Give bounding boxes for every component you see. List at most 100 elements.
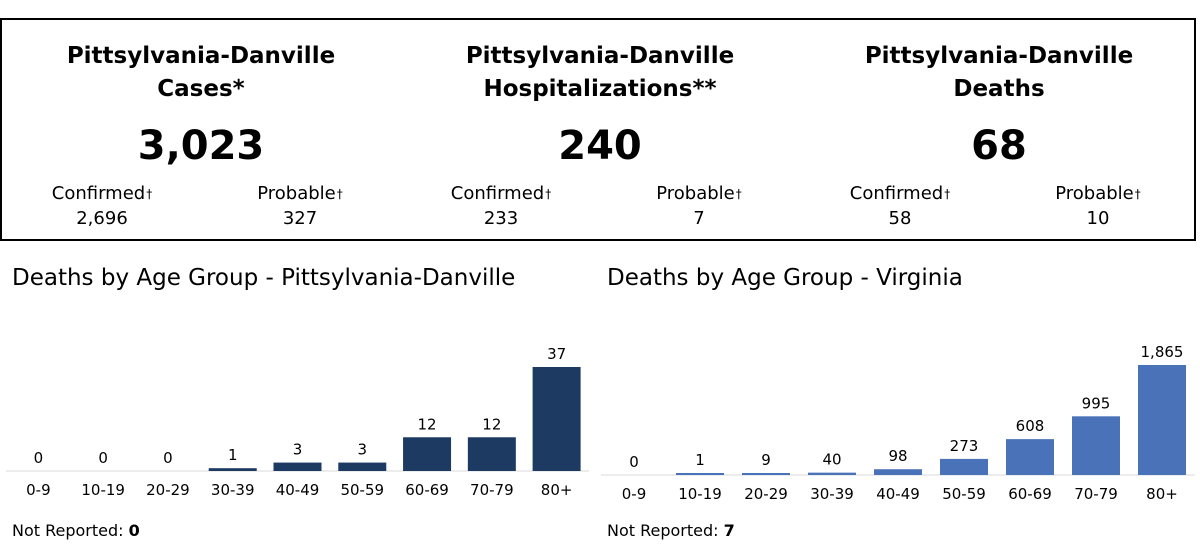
- deaths-confirmed: Confirmed† 58: [800, 182, 1000, 232]
- local-value-label-0-9: 0: [34, 449, 44, 467]
- local-chart-title: Deaths by Age Group - Pittsylvania-Danvi…: [12, 265, 516, 291]
- deaths-probable-label: Probable: [1055, 183, 1134, 204]
- hospitalizations-panel: Pittsylvania-Danville Hospitalizations**…: [401, 20, 799, 239]
- local-value-label-80+: 37: [547, 345, 566, 363]
- deaths-title-line1: Pittsylvania-Danville: [864, 43, 1134, 69]
- virginia-category-label-30-39: 30-39: [810, 485, 854, 503]
- cases-confirmed-label: Confirmed: [51, 183, 146, 204]
- summary-box: Pittsylvania-Danville Cases* 3,023 Confi…: [0, 18, 1196, 241]
- virginia-category-label-0-9: 0-9: [622, 485, 647, 503]
- local-category-label-50-59: 50-59: [340, 481, 384, 499]
- cases-confirmed: Confirmed† 2,696: [2, 182, 202, 232]
- cases-title-line1: Pittsylvania-Danville: [66, 43, 336, 69]
- local-category-label-40-49: 40-49: [276, 481, 320, 499]
- virginia-bar-80+: [1138, 365, 1186, 475]
- hospitalizations-probable-value: 7: [693, 208, 705, 229]
- local-bar-80+: [532, 367, 581, 471]
- virginia-value-label-50-59: 273: [950, 437, 979, 455]
- cases-title: Pittsylvania-Danville Cases*: [2, 40, 400, 106]
- local-category-label-0-9: 0-9: [26, 481, 51, 499]
- virginia-not-reported: Not Reported: 7: [607, 520, 735, 542]
- local-bar-60-69: [403, 437, 452, 471]
- virginia-bar-30-39: [808, 472, 856, 475]
- deaths-probable-value: 10: [1086, 208, 1110, 229]
- local-bar-70-79: [467, 437, 516, 471]
- local-category-label-80+: 80+: [541, 481, 573, 499]
- local-category-label-10-19: 10-19: [81, 481, 125, 499]
- deaths-title: Pittsylvania-Danville Deaths: [800, 40, 1198, 106]
- virginia-value-label-30-39: 40: [822, 451, 841, 469]
- virginia-chart-title: Deaths by Age Group - Virginia: [607, 265, 963, 291]
- hospitalizations-title-line1: Pittsylvania-Danville: [465, 43, 735, 69]
- virginia-category-label-40-49: 40-49: [876, 485, 920, 503]
- local-value-label-30-39: 1: [228, 446, 238, 464]
- virginia-not-reported-value: 7: [723, 521, 735, 540]
- local-category-label-70-79: 70-79: [470, 481, 514, 499]
- virginia-bar-60-69: [1006, 439, 1054, 475]
- dagger-mark: †: [336, 187, 343, 201]
- hospitalizations-total: 240: [558, 123, 642, 169]
- dagger-mark: †: [944, 187, 951, 201]
- dagger-mark: †: [146, 187, 153, 201]
- local-category-label-30-39: 30-39: [211, 481, 255, 499]
- deaths-title-line2: Deaths: [953, 76, 1045, 102]
- virginia-value-label-80+: 1,865: [1141, 343, 1184, 361]
- hospitalizations-title: Pittsylvania-Danville Hospitalizations**: [401, 40, 799, 106]
- virginia-category-label-70-79: 70-79: [1074, 485, 1118, 503]
- local-not-reported-value: 0: [128, 521, 140, 540]
- virginia-category-label-10-19: 10-19: [678, 485, 722, 503]
- virginia-value-label-70-79: 995: [1082, 394, 1111, 412]
- local-not-reported-label: Not Reported:: [12, 521, 124, 540]
- hospitalizations-probable-label: Probable: [656, 183, 735, 204]
- cases-probable-label: Probable: [257, 183, 336, 204]
- hospitalizations-probable: Probable† 7: [599, 182, 799, 232]
- local-value-label-20-29: 0: [163, 449, 173, 467]
- dagger-mark: †: [735, 187, 742, 201]
- cases-probable-value: 327: [282, 208, 318, 229]
- local-bar-40-49: [273, 462, 322, 471]
- hospitalizations-confirmed-label: Confirmed: [450, 183, 545, 204]
- local-value-label-60-69: 12: [418, 415, 437, 433]
- local-not-reported: Not Reported: 0: [12, 520, 140, 542]
- deaths-total: 68: [971, 123, 1027, 169]
- dagger-mark: †: [1134, 187, 1141, 201]
- local-bar-50-59: [338, 462, 387, 471]
- virginia-bar-70-79: [1072, 416, 1120, 475]
- virginia-category-label-80+: 80+: [1146, 485, 1178, 503]
- cases-title-line2: Cases*: [157, 76, 245, 102]
- cases-panel: Pittsylvania-Danville Cases* 3,023 Confi…: [2, 20, 400, 239]
- deaths-confirmed-label: Confirmed: [849, 183, 944, 204]
- local-bar-30-39: [208, 468, 257, 471]
- virginia-bar-10-19: [676, 473, 724, 475]
- cases-confirmed-value: 2,696: [76, 208, 128, 229]
- local-value-label-50-59: 3: [358, 441, 368, 459]
- local-value-label-40-49: 3: [293, 441, 303, 459]
- virginia-bar-50-59: [940, 458, 988, 475]
- virginia-value-label-40-49: 98: [888, 447, 907, 465]
- dagger-mark: †: [545, 187, 552, 201]
- local-value-label-70-79: 12: [482, 415, 501, 433]
- local-category-label-20-29: 20-29: [146, 481, 190, 499]
- deaths-panel: Pittsylvania-Danville Deaths 68 Confirme…: [800, 20, 1198, 239]
- local-value-label-10-19: 0: [98, 449, 108, 467]
- cases-total: 3,023: [137, 123, 265, 169]
- virginia-category-label-50-59: 50-59: [942, 485, 986, 503]
- deaths-confirmed-value: 58: [888, 208, 912, 229]
- cases-probable: Probable† 327: [200, 182, 400, 232]
- local-category-label-60-69: 60-69: [405, 481, 449, 499]
- virginia-bar-40-49: [874, 469, 922, 475]
- virginia-value-label-0-9: 0: [629, 453, 639, 471]
- hospitalizations-confirmed-value: 233: [483, 208, 519, 229]
- hospitalizations-title-line2: Hospitalizations**: [483, 76, 717, 102]
- deaths-probable: Probable† 10: [998, 182, 1198, 232]
- virginia-deaths-bar-chart: 0 0-9 1 10-19 9 20-29 40 30-39 98 40-49 273 50-59 60…: [601, 343, 1195, 503]
- virginia-not-reported-label: Not Reported:: [607, 521, 719, 540]
- virginia-category-label-60-69: 60-69: [1008, 485, 1052, 503]
- virginia-bar-20-29: [742, 473, 790, 475]
- virginia-value-label-10-19: 1: [695, 451, 705, 469]
- local-deaths-bar-chart: 0 0-9 0 10-19 0 20-29 1 30-39 3 40-49 3 50-59 12 60-6…: [6, 345, 589, 499]
- virginia-value-label-20-29: 9: [761, 451, 771, 469]
- virginia-value-label-60-69: 608: [1016, 417, 1045, 435]
- virginia-category-label-20-29: 20-29: [744, 485, 788, 503]
- hospitalizations-confirmed: Confirmed† 233: [401, 182, 601, 232]
